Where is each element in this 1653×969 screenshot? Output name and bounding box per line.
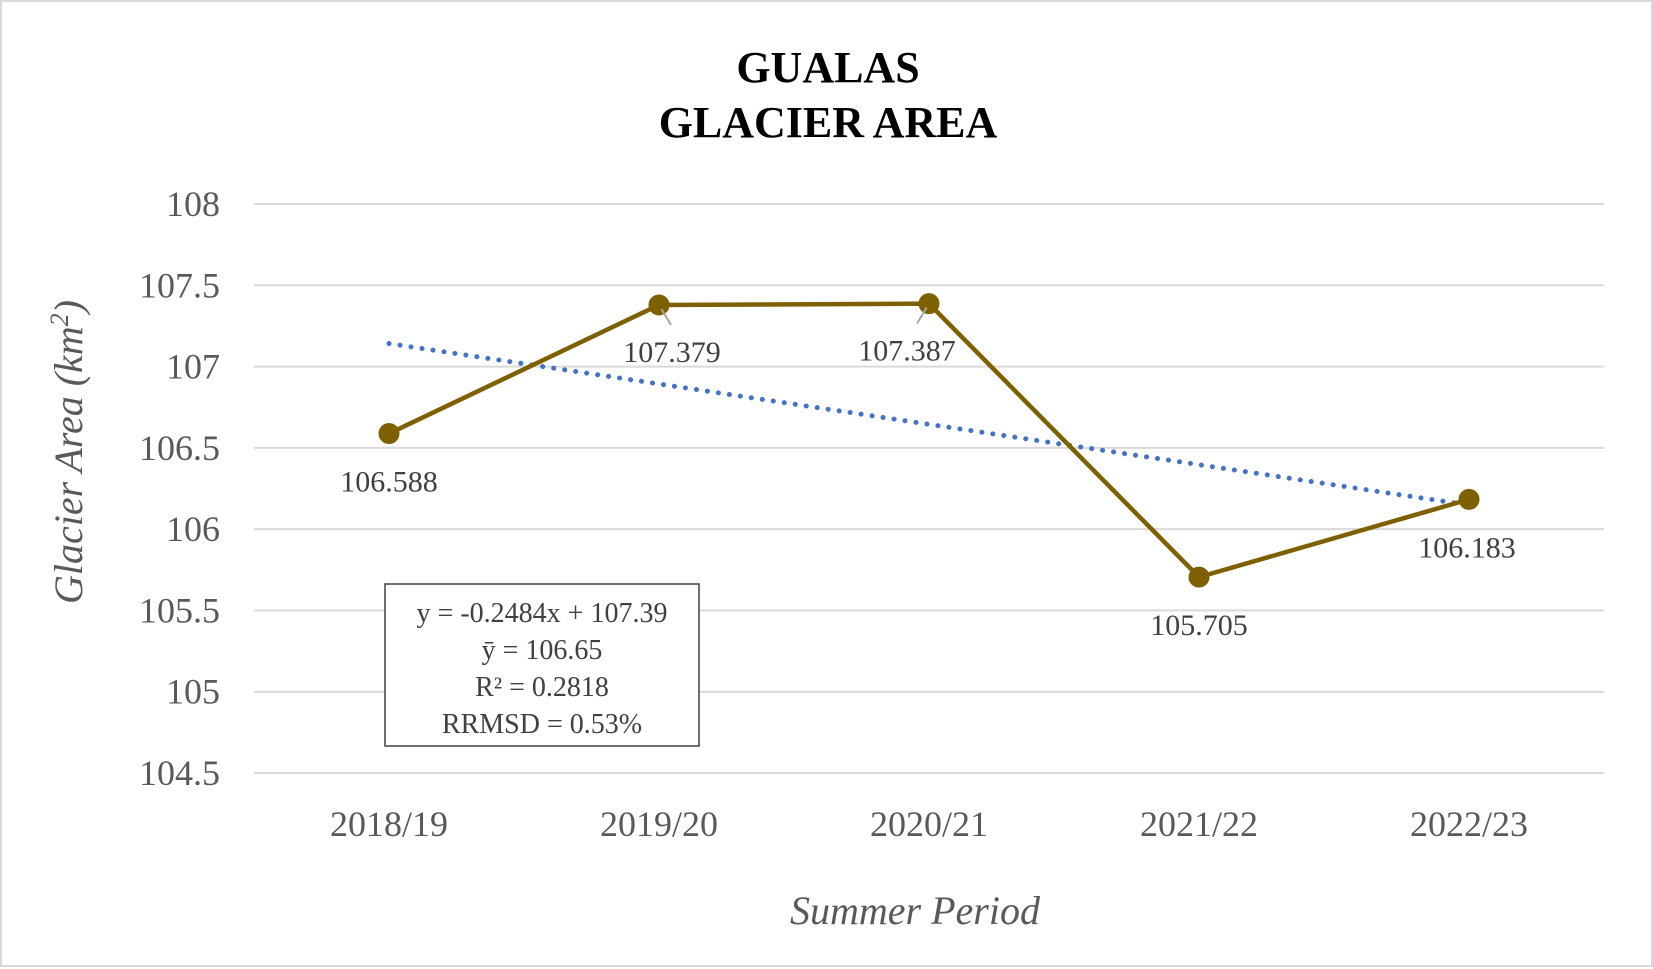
- y-tick-label: 108: [166, 184, 220, 224]
- data-label-leader: [660, 308, 672, 326]
- y-axis-title: Glacier Area (km2): [45, 300, 92, 604]
- y-axis-title-superscript: 2: [45, 313, 74, 326]
- data-label-leader: [916, 307, 928, 325]
- y-tick-label: 107.5: [139, 265, 220, 305]
- x-axis-title: Summer Period: [790, 888, 1041, 933]
- rrmsd-line: RRMSD = 0.53%: [442, 709, 642, 740]
- y-tick-label: 107: [166, 347, 220, 387]
- data-point: [918, 293, 940, 315]
- data-label: 106.588: [340, 466, 438, 499]
- data-point: [1458, 488, 1480, 510]
- data-labels: 106.588 107.379 107.387 105.705 106.183: [340, 307, 1516, 642]
- x-tick-label: 2018/19: [330, 804, 448, 844]
- y-axis-ticks: 104.5 105 105.5 106 106.5 107 107.5 108: [139, 184, 220, 793]
- y-tick-label: 105.5: [139, 590, 220, 630]
- y-tick-label: 104.5: [139, 753, 220, 793]
- trendline: [386, 341, 1472, 508]
- y-tick-label: 106: [166, 509, 220, 549]
- y-axis-title-close: ): [46, 300, 91, 315]
- x-tick-label: 2019/20: [600, 804, 718, 844]
- equation-box-frame: [384, 583, 700, 747]
- y-axis-title-main: Glacier Area (km: [46, 326, 91, 604]
- data-label: 107.379: [623, 336, 721, 369]
- data-label: 106.183: [1418, 531, 1516, 564]
- data-label: 107.387: [858, 335, 956, 368]
- mean-line: ȳ = 106.65: [482, 635, 603, 666]
- y-tick-label: 106.5: [139, 428, 220, 468]
- trendline-equation-box: y = -0.2484x + 107.39 ȳ = 106.65 R² = 0.…: [384, 583, 700, 747]
- x-tick-label: 2021/22: [1140, 804, 1258, 844]
- x-tick-label: 2022/23: [1410, 804, 1528, 844]
- equation-line: y = -0.2484x + 107.39: [417, 598, 668, 629]
- data-label: 105.705: [1150, 609, 1248, 642]
- data-point: [378, 423, 400, 445]
- y-tick-label: 105: [166, 672, 220, 712]
- chart-title-line-1: GUALAS: [736, 43, 919, 92]
- data-point: [1188, 566, 1210, 588]
- x-axis-ticks: 2018/19 2019/20 2020/21 2021/22 2022/23: [330, 804, 1528, 844]
- data-points: [378, 293, 1480, 588]
- chart-title-line-2: GLACIER AREA: [659, 98, 998, 147]
- data-point: [648, 294, 670, 316]
- x-tick-label: 2020/21: [870, 804, 988, 844]
- r-squared-line: R² = 0.2818: [475, 672, 609, 703]
